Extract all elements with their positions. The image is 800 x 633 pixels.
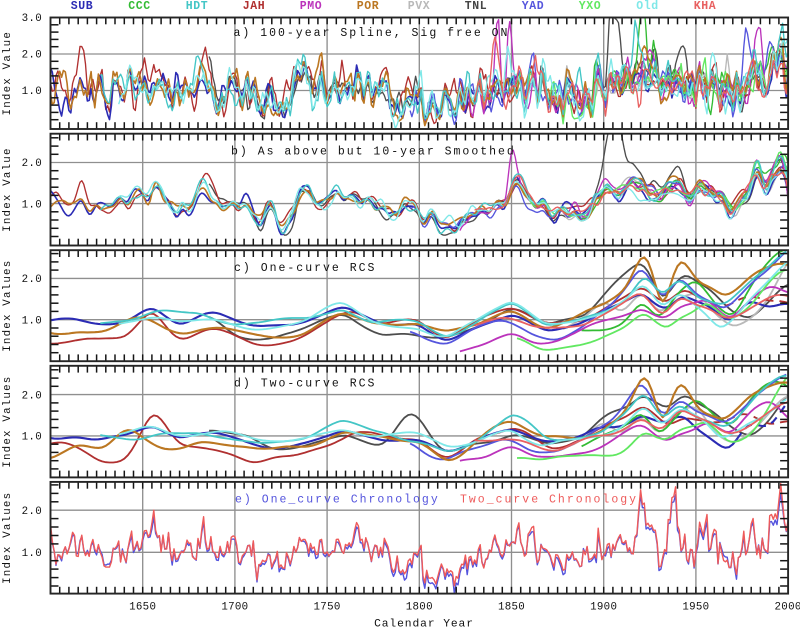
svg-text:YAD: YAD — [522, 0, 545, 13]
svg-text:1650: 1650 — [129, 602, 156, 614]
svg-text:1850: 1850 — [498, 602, 525, 614]
svg-text:Index Values: Index Values — [2, 492, 14, 584]
svg-text:Index Value: Index Value — [2, 31, 14, 115]
svg-text:1750: 1750 — [314, 602, 341, 614]
svg-text:JAH: JAH — [243, 0, 266, 13]
svg-text:1.0: 1.0 — [22, 548, 42, 560]
svg-text:HDT: HDT — [186, 0, 209, 13]
svg-text:YXO: YXO — [579, 0, 602, 13]
svg-text:SUB: SUB — [71, 0, 94, 13]
svg-text:TNL: TNL — [465, 0, 488, 13]
svg-text:2.0: 2.0 — [22, 274, 42, 286]
svg-text:KHA: KHA — [694, 0, 717, 13]
svg-text:2.0: 2.0 — [22, 50, 42, 62]
svg-text:1950: 1950 — [682, 602, 709, 614]
svg-text:2.0: 2.0 — [22, 158, 42, 170]
svg-text:b) As above but 10-year Smooth: b) As above but 10-year Smoothed — [231, 146, 516, 159]
svg-text:POR: POR — [357, 0, 380, 13]
svg-text:2.0: 2.0 — [22, 506, 42, 518]
svg-text:CCC: CCC — [128, 0, 151, 13]
svg-text:1800: 1800 — [406, 602, 433, 614]
svg-text:2000: 2000 — [775, 602, 800, 614]
svg-text:1.0: 1.0 — [22, 199, 42, 211]
svg-text:2.0: 2.0 — [22, 390, 42, 402]
svg-text:Index Values: Index Values — [2, 376, 14, 468]
svg-text:PMO: PMO — [300, 0, 323, 13]
svg-text:3.0: 3.0 — [22, 13, 42, 25]
svg-text:1900: 1900 — [590, 602, 617, 614]
svg-text:1.0: 1.0 — [22, 432, 42, 444]
svg-text:PVX: PVX — [408, 0, 431, 13]
svg-text:Index Value: Index Value — [2, 147, 14, 231]
svg-text:Two_curve Chronology: Two_curve Chronology — [460, 494, 638, 507]
svg-text:Old: Old — [636, 0, 659, 13]
svg-text:1.0: 1.0 — [22, 86, 42, 98]
svg-text:e) One_curve Chronology: e) One_curve Chronology — [235, 494, 440, 507]
svg-text:Calendar Year: Calendar Year — [374, 619, 474, 629]
svg-text:c) One-curve RCS: c) One-curve RCS — [234, 262, 376, 275]
svg-text:1.0: 1.0 — [22, 315, 42, 327]
svg-text:Index Values: Index Values — [2, 260, 14, 352]
svg-text:1700: 1700 — [221, 602, 248, 614]
svg-text:d) Two-curve RCS: d) Two-curve RCS — [234, 378, 376, 391]
svg-text:a) 100-year Spline, Sig free O: a) 100-year Spline, Sig free ON — [234, 27, 510, 40]
